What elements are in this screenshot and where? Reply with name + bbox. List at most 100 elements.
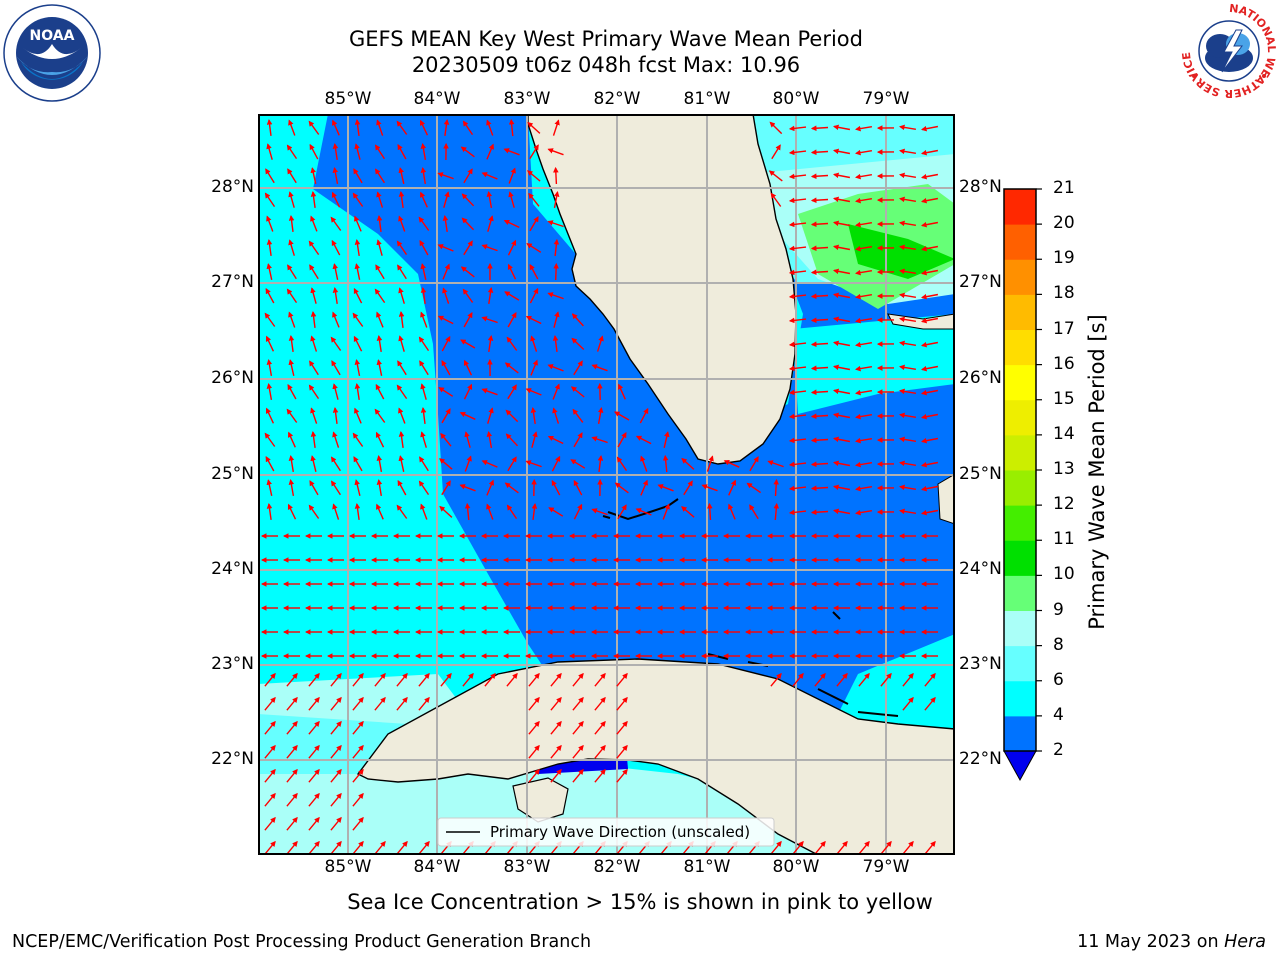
wave-direction-arrow: [773, 478, 780, 497]
wave-direction-arrow: [902, 840, 914, 855]
wave-direction-arrow: [880, 672, 892, 687]
wave-direction-arrow: [462, 120, 474, 135]
wave-direction-arrow: [507, 312, 517, 328]
wave-direction-arrow: [508, 191, 515, 208]
wave-direction-arrow: [330, 792, 342, 807]
wave-direction-arrow: [832, 172, 851, 179]
wave-direction-arrow: [330, 456, 341, 472]
wave-direction-arrow: [550, 672, 562, 687]
wave-direction-arrow: [639, 407, 649, 424]
wave-direction-arrow: [287, 168, 297, 184]
wave-direction-arrow: [418, 840, 430, 855]
wave-direction-arrow: [308, 384, 320, 399]
wave-direction-arrow: [550, 768, 562, 783]
wave-direction-arrow: [810, 485, 829, 492]
left-lat-label: 26°N: [211, 368, 254, 388]
wave-direction-arrow: [264, 768, 276, 783]
wave-direction-arrow: [898, 268, 917, 275]
wave-direction-arrow: [504, 482, 519, 494]
wave-direction-arrow: [354, 358, 361, 377]
colorbar-segment: [1004, 434, 1036, 471]
wave-direction-arrow: [310, 407, 318, 424]
wave-direction-arrow: [398, 407, 406, 424]
wave-direction-arrow: [504, 362, 519, 374]
wave-direction-arrow: [854, 437, 873, 444]
colorbar-segment: [1004, 189, 1036, 225]
wave-direction-arrow: [288, 214, 295, 232]
wave-direction-arrow: [441, 480, 451, 496]
wave-direction-arrow: [330, 336, 342, 351]
wave-direction-arrow: [663, 431, 670, 448]
wave-direction-arrow: [920, 173, 939, 180]
wave-direction-arrow: [902, 672, 914, 687]
wave-direction-arrow: [352, 192, 364, 207]
colorbar-segment: [1004, 259, 1036, 295]
wave-direction-arrow: [810, 245, 829, 252]
wave-direction-arrow: [898, 196, 917, 203]
wave-direction-arrow: [551, 479, 561, 496]
wave-direction-arrow: [463, 359, 473, 376]
wave-direction-arrow: [461, 193, 475, 207]
wave-direction-arrow: [308, 696, 320, 711]
colorbar-segment: [1004, 680, 1036, 717]
wave-direction-arrow: [706, 502, 713, 521]
wave-direction-arrow: [443, 118, 450, 136]
wave-direction-arrow: [418, 216, 430, 231]
wave-direction-arrow: [529, 287, 539, 304]
wave-direction-arrow: [832, 292, 851, 299]
wave-direction-arrow: [330, 840, 342, 855]
wave-direction-arrow: [374, 672, 386, 687]
wave-direction-arrow: [920, 341, 939, 348]
wave-direction-arrow: [353, 456, 363, 472]
wave-direction-arrow: [264, 720, 276, 735]
wave-direction-arrow: [484, 672, 496, 687]
wave-direction-arrow: [854, 245, 873, 252]
top-lon-label: 80°W: [772, 89, 820, 109]
wave-direction-arrow: [810, 413, 829, 420]
wave-direction-arrow: [530, 335, 538, 352]
wave-direction-arrow: [788, 149, 807, 156]
wave-direction-arrow: [920, 365, 939, 372]
wave-direction-arrow: [771, 144, 781, 160]
wave-direction-arrow: [810, 365, 829, 372]
wave-direction-arrow: [264, 672, 276, 687]
wave-direction-arrow: [437, 244, 454, 252]
wave-direction-arrow: [420, 311, 428, 328]
wave-direction-arrow: [507, 239, 517, 256]
wave-direction-arrow: [332, 286, 339, 305]
wave-direction-arrow: [463, 168, 473, 184]
wave-direction-arrow: [854, 293, 873, 300]
wave-direction-arrow: [459, 484, 476, 492]
noaa-logo: NOAA: [3, 4, 101, 102]
top-lon-label: 85°W: [324, 89, 372, 109]
wave-direction-arrow: [810, 341, 829, 348]
wave-direction-arrow: [486, 430, 493, 449]
wave-direction-arrow: [287, 384, 297, 400]
wave-direction-arrow: [376, 478, 383, 497]
wave-direction-arrow: [418, 696, 430, 711]
wave-direction-arrow: [788, 197, 807, 204]
wave-direction-arrow: [701, 484, 718, 492]
wave-direction-arrow: [531, 431, 538, 448]
wave-direction-arrow: [530, 406, 537, 425]
wave-direction-arrow: [547, 148, 564, 156]
wave-direction-arrow: [617, 504, 627, 520]
wave-direction-arrow: [681, 506, 695, 518]
wave-direction-arrow: [376, 214, 383, 232]
nws-logo: NATIONAL WEATHER SERVICE: [1180, 2, 1278, 100]
bottom-lon-label: 82°W: [593, 857, 641, 877]
wave-direction-arrows: [260, 118, 939, 855]
wave-direction-arrow: [657, 484, 674, 492]
wave-direction-arrow: [529, 264, 539, 280]
wave-direction-arrow: [374, 408, 386, 423]
wave-direction-arrow: [419, 456, 429, 472]
wave-direction-arrow: [487, 334, 494, 353]
wave-direction-arrow: [788, 245, 807, 252]
wave-direction-arrow: [788, 461, 807, 468]
wave-direction-arrow: [506, 672, 518, 687]
wave-direction-arrow: [505, 409, 519, 423]
wave-direction-arrow: [770, 672, 782, 687]
wave-direction-arrow: [832, 340, 851, 347]
wave-direction-arrow: [640, 455, 648, 472]
wave-direction-arrow: [810, 173, 829, 180]
